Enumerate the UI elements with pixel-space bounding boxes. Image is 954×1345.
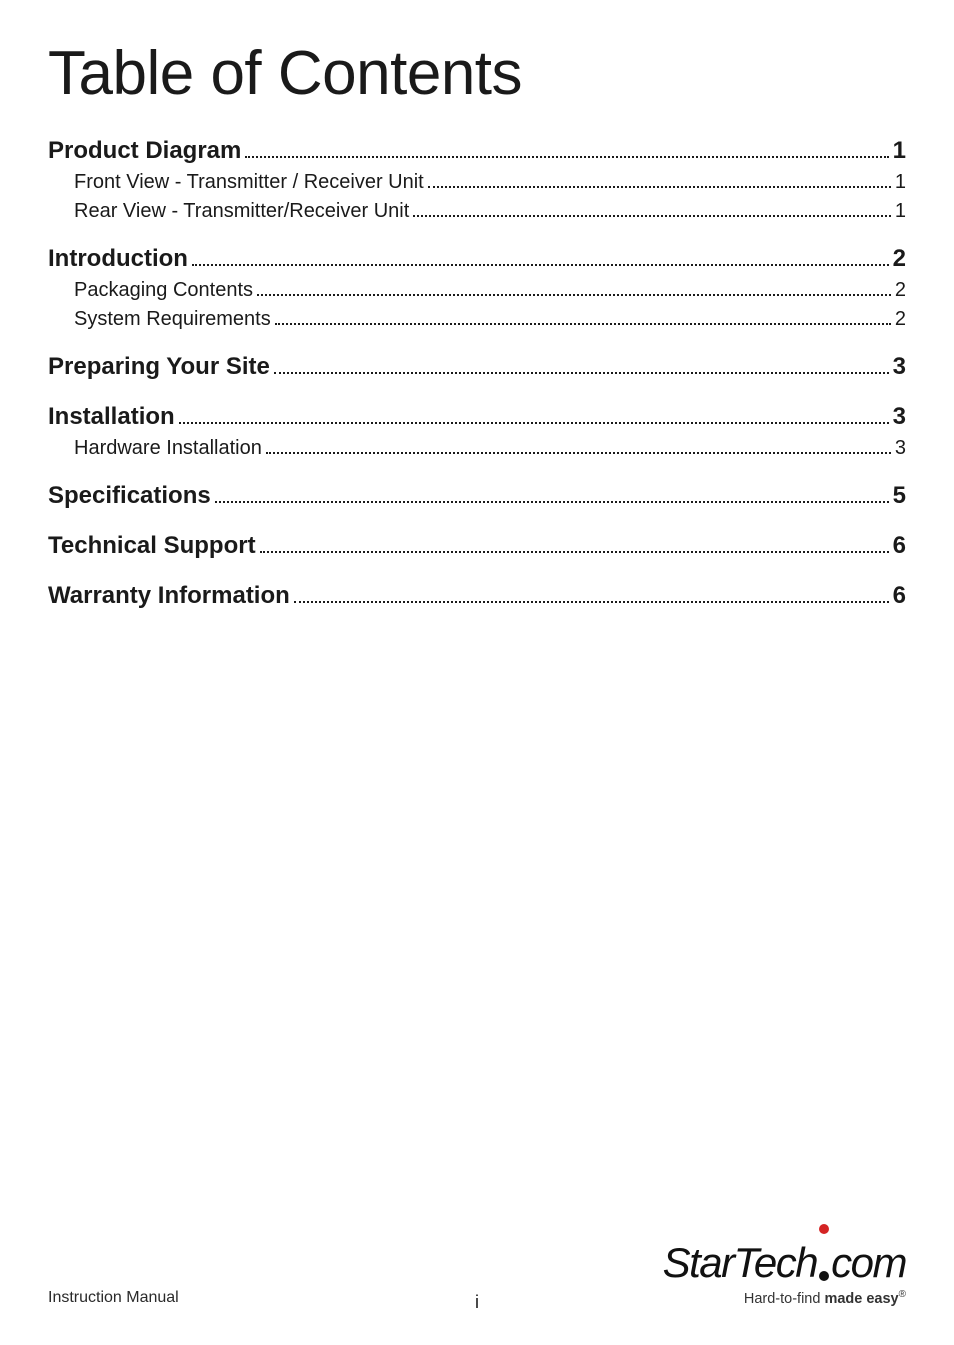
toc-section-label: Product Diagram — [48, 137, 241, 165]
toc-sub-label: Packaging Contents — [74, 279, 253, 302]
logo-text-left: StarTech — [663, 1239, 818, 1287]
tagline-bold: made easy — [824, 1291, 898, 1307]
toc-section-page: 6 — [893, 582, 906, 610]
toc-section-page: 3 — [893, 403, 906, 431]
toc-leader — [275, 323, 891, 325]
toc-section-page: 2 — [893, 245, 906, 273]
toc-subsection[interactable]: Rear View - Transmitter/Receiver Unit 1 — [48, 200, 906, 223]
toc-section[interactable]: Warranty Information 6 — [48, 582, 906, 610]
toc-leader — [260, 551, 889, 553]
toc-section[interactable]: Technical Support 6 — [48, 532, 906, 560]
page-footer: Instruction Manual i StarTech com Hard-t… — [48, 1239, 906, 1307]
logo-text-right: com — [831, 1239, 906, 1287]
toc-section-label: Introduction — [48, 245, 188, 273]
table-of-contents: Product Diagram 1Front View - Transmitte… — [48, 137, 906, 610]
toc-section[interactable]: Preparing Your Site 3 — [48, 353, 906, 381]
logo-dot-icon — [817, 1241, 831, 1277]
toc-leader — [245, 156, 888, 158]
toc-sub-label: System Requirements — [74, 308, 271, 331]
toc-subsection[interactable]: Front View - Transmitter / Receiver Unit… — [48, 171, 906, 194]
toc-leader — [294, 601, 889, 603]
toc-section[interactable]: Product Diagram 1 — [48, 137, 906, 165]
toc-sub-page: 1 — [895, 200, 906, 223]
footer-logo-block: StarTech com Hard-to-find made easy® — [663, 1239, 906, 1307]
toc-section-page: 3 — [893, 353, 906, 381]
toc-leader — [274, 372, 889, 374]
toc-leader — [192, 264, 889, 266]
toc-section[interactable]: Specifications 5 — [48, 482, 906, 510]
brand-logo: StarTech com — [663, 1239, 906, 1287]
toc-sub-page: 2 — [895, 308, 906, 331]
toc-section-page: 1 — [893, 137, 906, 165]
toc-section-page: 5 — [893, 482, 906, 510]
toc-section-page: 6 — [893, 532, 906, 560]
toc-section-label: Warranty Information — [48, 582, 290, 610]
toc-section-label: Installation — [48, 403, 175, 431]
toc-leader — [266, 452, 891, 454]
toc-sub-page: 2 — [895, 279, 906, 302]
toc-section[interactable]: Introduction 2 — [48, 245, 906, 273]
brand-tagline: Hard-to-find made easy® — [663, 1289, 906, 1307]
tagline-plain: Hard-to-find — [744, 1291, 825, 1307]
registered-mark-icon: ® — [899, 1289, 906, 1300]
toc-sub-page: 3 — [895, 437, 906, 460]
toc-leader — [413, 215, 891, 217]
toc-leader — [428, 186, 891, 188]
toc-section-label: Specifications — [48, 482, 211, 510]
document-page: Table of Contents Product Diagram 1Front… — [0, 0, 954, 1345]
toc-subsection[interactable]: Packaging Contents 2 — [48, 279, 906, 302]
toc-section-label: Technical Support — [48, 532, 256, 560]
toc-sub-label: Hardware Installation — [74, 437, 262, 460]
page-title: Table of Contents — [48, 38, 906, 109]
toc-leader — [257, 294, 891, 296]
toc-subsection[interactable]: Hardware Installation 3 — [48, 437, 906, 460]
footer-doc-type: Instruction Manual — [48, 1289, 179, 1307]
toc-sub-label: Front View - Transmitter / Receiver Unit — [74, 171, 424, 194]
toc-section[interactable]: Installation 3 — [48, 403, 906, 431]
toc-leader — [215, 501, 889, 503]
toc-leader — [179, 422, 889, 424]
toc-sub-label: Rear View - Transmitter/Receiver Unit — [74, 200, 409, 223]
toc-sub-page: 1 — [895, 171, 906, 194]
toc-subsection[interactable]: System Requirements 2 — [48, 308, 906, 331]
toc-section-label: Preparing Your Site — [48, 353, 270, 381]
